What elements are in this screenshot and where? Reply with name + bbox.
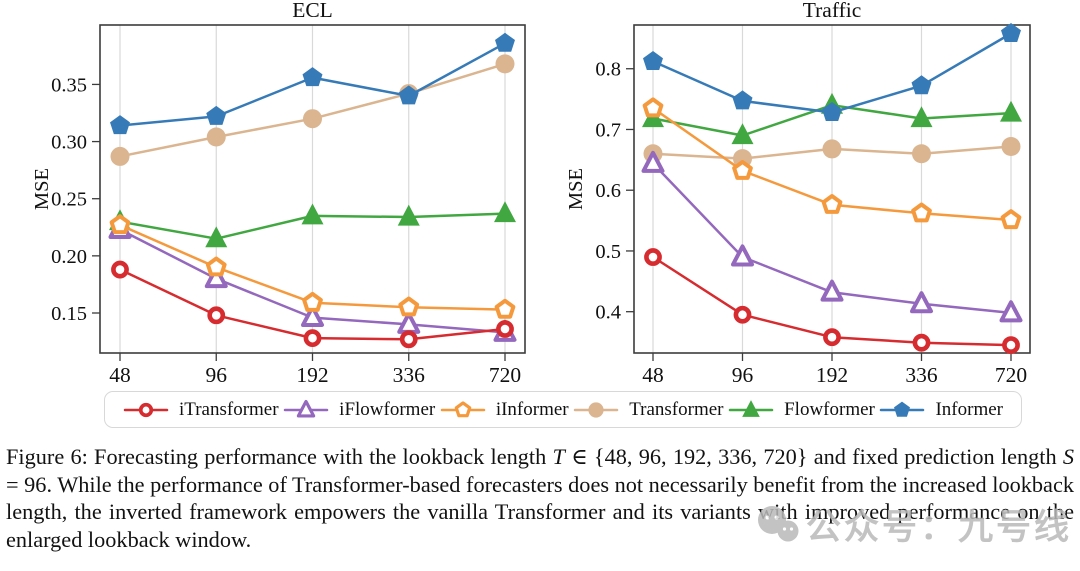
caption-math-var: S <box>1062 444 1075 469</box>
legend-item-iflowformer: iFlowformer <box>283 398 435 422</box>
legend-item-informer: Informer <box>879 398 1003 422</box>
legend-item-iinformer: iInformer <box>440 398 569 422</box>
svg-text:0.5: 0.5 <box>595 241 621 263</box>
svg-text:0.20: 0.20 <box>51 246 87 268</box>
svg-text:0.25: 0.25 <box>51 189 87 211</box>
svg-text:ECL: ECL <box>292 0 333 22</box>
legend-label: iTransformer <box>179 398 279 420</box>
svg-text:0.7: 0.7 <box>595 119 621 141</box>
caption-math-var: T <box>552 444 565 469</box>
legend-label: Informer <box>935 398 1003 420</box>
triangle-marker-icon <box>283 399 329 418</box>
svg-text:0.15: 0.15 <box>51 303 87 325</box>
legend-item-itransformer: iTransformer <box>123 398 279 422</box>
svg-text:192: 192 <box>816 363 848 386</box>
svg-text:336: 336 <box>393 363 426 386</box>
svg-text:MSE: MSE <box>31 168 53 210</box>
legend-label: Flowformer <box>784 398 875 420</box>
svg-text:Traffic: Traffic <box>803 0 862 22</box>
chart-ecl: 48 96 192 336 720 0.15 0.20 0.25 0.30 0.35 ECL MSE <box>31 0 526 386</box>
svg-text:720: 720 <box>489 363 521 386</box>
pentagon-marker-icon <box>880 401 925 417</box>
triangle-marker-icon <box>728 399 774 417</box>
legend-label: Transformer <box>629 398 724 420</box>
svg-text:48: 48 <box>642 363 664 386</box>
caption-text: Figure 6: Forecasting performance with t… <box>6 444 553 469</box>
figure-caption: Figure 6: Forecasting performance with t… <box>6 443 1074 553</box>
svg-text:720: 720 <box>995 363 1027 386</box>
svg-text:192: 192 <box>296 363 328 386</box>
legend-item-flowformer: Flowformer <box>728 398 875 422</box>
svg-text:MSE: MSE <box>565 168 587 210</box>
legend-label: iInformer <box>495 398 569 420</box>
legend-label: iFlowformer <box>339 398 436 420</box>
circle-marker-icon <box>573 401 619 418</box>
svg-text:0.35: 0.35 <box>51 74 87 96</box>
chart-legend: iTransformer iFlowformer iInformer Transfor… <box>104 391 1022 428</box>
svg-text:0.4: 0.4 <box>595 302 621 324</box>
caption-text: = 96. While the performance of Transform… <box>6 471 1074 552</box>
pentagon-marker-icon <box>440 400 486 417</box>
svg-text:0.8: 0.8 <box>595 59 621 81</box>
legend-item-transformer: Transformer <box>573 398 724 422</box>
svg-text:0.6: 0.6 <box>595 180 621 202</box>
charts-row: 48 96 192 336 720 0.15 0.20 0.25 0.30 0.35 ECL MSE … <box>31 0 1031 386</box>
svg-text:336: 336 <box>905 363 938 386</box>
chart-traffic: 48 96 192 336 720 0.4 0.5 0.6 0.7 0.8 Traffic MSE <box>565 0 1031 386</box>
svg-text:96: 96 <box>206 363 228 386</box>
svg-text:0.30: 0.30 <box>51 132 87 154</box>
caption-text: ∈ {48, 96, 192, 336, 720} and fixed pred… <box>564 444 1063 469</box>
svg-text:48: 48 <box>109 363 131 386</box>
circle-marker-icon <box>123 402 169 417</box>
svg-text:96: 96 <box>732 363 754 386</box>
